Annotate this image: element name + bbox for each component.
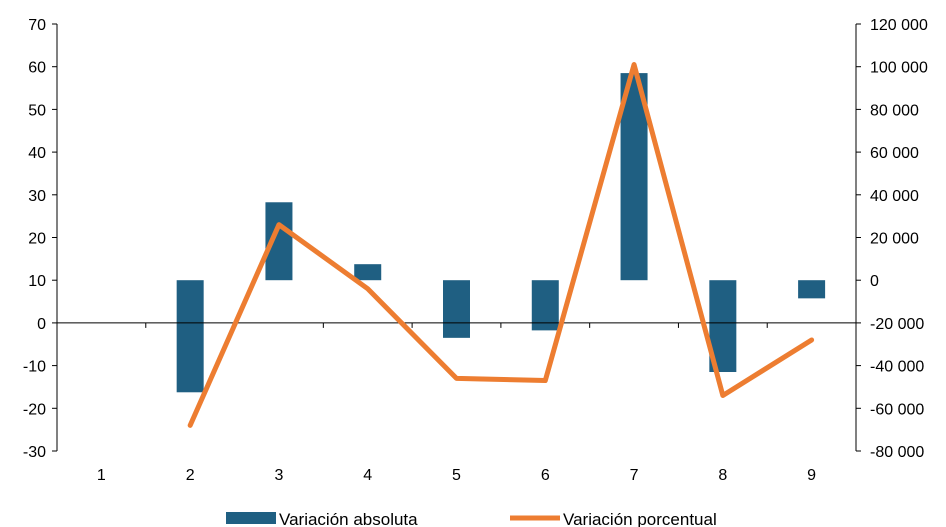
bar-6 xyxy=(531,280,559,331)
line-series xyxy=(187,62,815,428)
bar-5 xyxy=(443,280,470,338)
x-tick-label: 2 xyxy=(186,467,195,484)
left-tick-label: 60 xyxy=(28,60,46,77)
x-tick-label: 5 xyxy=(452,467,461,484)
left-tick-label: -20 xyxy=(23,401,46,418)
left-tick-label: -30 xyxy=(23,444,46,461)
x-tick-label: 9 xyxy=(807,467,816,484)
right-y-axis: 120 000 100 000 80 000 60 000 40 000 20 000 0 -… xyxy=(855,17,928,461)
right-tick-label: 20 000 xyxy=(870,231,919,248)
x-tick-label: 3 xyxy=(274,467,283,484)
right-tick-label: -80 000 xyxy=(870,444,924,461)
left-tick-label: 20 xyxy=(28,231,46,248)
left-tick-label: 50 xyxy=(28,102,46,119)
left-tick-label: 10 xyxy=(28,273,46,290)
legend-label-line: Variación porcentual xyxy=(563,510,717,527)
bar-9 xyxy=(798,280,826,299)
left-tick-label: -10 xyxy=(23,359,46,376)
right-tick-label: -60 000 xyxy=(870,401,924,418)
left-y-axis: 70 60 50 40 30 20 10 0 -10 -20 -30 xyxy=(23,17,58,461)
left-tick-label: 30 xyxy=(28,188,46,205)
line-path xyxy=(187,62,815,428)
legend-swatch-bar xyxy=(226,512,276,524)
left-tick-label: 0 xyxy=(37,316,46,333)
right-tick-label: 40 000 xyxy=(870,188,919,205)
right-tick-label: -20 000 xyxy=(870,316,924,333)
legend-label-bar: Variación absoluta xyxy=(279,510,418,527)
bar-series xyxy=(176,73,826,393)
right-tick-label: 80 000 xyxy=(870,102,919,119)
x-tick-label: 8 xyxy=(718,467,727,484)
x-tick-label: 1 xyxy=(97,467,106,484)
right-tick-label: 0 xyxy=(870,273,879,290)
left-tick-label: 70 xyxy=(28,17,46,34)
bar-2 xyxy=(176,280,204,393)
right-tick-label: 60 000 xyxy=(870,145,919,162)
right-tick-label: 120 000 xyxy=(870,17,928,34)
right-tick-label: 100 000 xyxy=(870,60,928,77)
x-axis: 1 2 3 4 5 6 7 8 9 xyxy=(56,322,857,484)
x-tick-label: 7 xyxy=(630,467,639,484)
x-tick-label: 6 xyxy=(541,467,550,484)
left-tick-label: 40 xyxy=(28,145,46,162)
right-tick-label: -40 000 xyxy=(870,359,924,376)
legend: Variación absoluta Variación porcentual xyxy=(226,510,717,527)
x-tick-label: 4 xyxy=(363,467,372,484)
bar-4 xyxy=(354,264,382,281)
